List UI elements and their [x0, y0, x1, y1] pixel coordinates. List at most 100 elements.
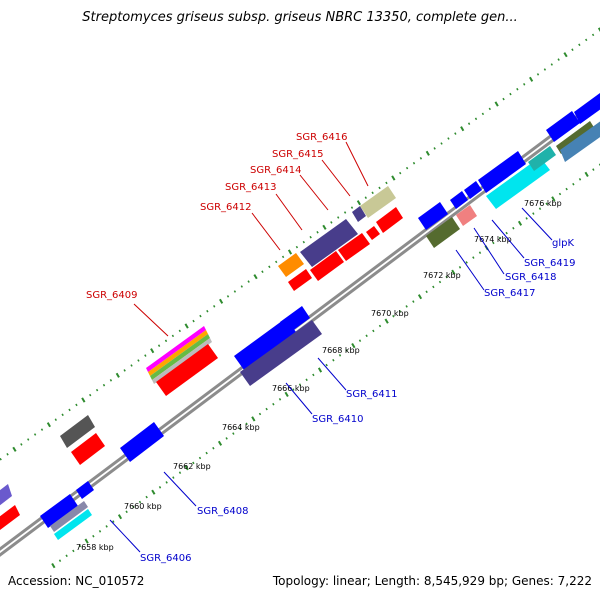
tick-label-7664: 7664 kbp: [222, 423, 260, 432]
gene-feature[interactable]: [560, 118, 600, 162]
track-tick: [205, 451, 208, 455]
track-tick: [225, 437, 228, 440]
track-tick: [12, 446, 17, 452]
gene-feature-sgr-6414[interactable]: [366, 226, 380, 240]
track-tick: [219, 298, 224, 304]
gene-label-sgr-6411[interactable]: SGR_6411: [346, 389, 398, 400]
gene-label-sgr-6416[interactable]: SGR_6416: [296, 132, 348, 143]
track-tick: [61, 413, 64, 417]
gene-label-sgr-6409[interactable]: SGR_6409: [86, 290, 138, 301]
gene-label-sgr-6415[interactable]: SGR_6415: [272, 149, 324, 160]
tick-labels: 7658 kbp 7660 kbp 7662 kbp 7664 kbp 7666…: [76, 199, 562, 552]
track-tick: [523, 83, 526, 86]
gene-feature[interactable]: [60, 415, 95, 448]
track-tick: [509, 92, 512, 96]
track-tick: [322, 224, 327, 230]
gene-feature[interactable]: [338, 233, 370, 261]
gene-feature-sgr-6410[interactable]: [240, 320, 322, 386]
gene-label-sgr-6408[interactable]: SGR_6408: [197, 506, 249, 517]
track-tick: [550, 63, 553, 66]
gene-feature-sgr-6412[interactable]: [278, 253, 304, 277]
track-tick: [145, 495, 148, 499]
track-tick: [451, 269, 456, 275]
gene-feature[interactable]: [450, 191, 468, 209]
gene-feature[interactable]: [288, 269, 312, 291]
gene-label-sgr-6410[interactable]: SGR_6410: [312, 414, 364, 425]
gene-feature-sgr-6409-c[interactable]: [150, 334, 210, 380]
track-tick: [233, 290, 237, 293]
gene-label-sgr-6418[interactable]: SGR_6418: [505, 272, 557, 283]
gene-feature-sgr-6409-d[interactable]: [152, 338, 212, 384]
track-tick: [516, 87, 519, 91]
gene-feature[interactable]: [464, 181, 482, 199]
gene-feature[interactable]: [50, 501, 88, 532]
gene-label-sgr-6406[interactable]: SGR_6406: [140, 553, 192, 564]
track-tick: [158, 486, 162, 489]
track-tick: [529, 76, 534, 82]
gene-feature[interactable]: [556, 121, 595, 154]
leader-line: [455, 249, 485, 291]
gene-feature-sgr-6409-a[interactable]: [146, 326, 206, 372]
track-tick: [378, 324, 382, 328]
track-tick: [89, 393, 92, 397]
track-tick: [525, 217, 528, 220]
track-tick: [350, 206, 354, 209]
track-tick: [371, 191, 374, 195]
track-tick: [172, 476, 175, 479]
gene-feature-sgr-6416[interactable]: [360, 186, 396, 218]
track-tick: [287, 249, 293, 255]
track-tick: [151, 489, 156, 495]
track-tick: [102, 383, 106, 387]
gene-label-sgr-6413[interactable]: SGR_6413: [225, 182, 277, 193]
gene-feature[interactable]: [418, 202, 448, 230]
leader-line: [285, 382, 313, 415]
track-tick: [217, 440, 223, 446]
track-tick: [364, 196, 367, 199]
track-tick: [112, 520, 115, 523]
gene-feature[interactable]: [71, 433, 105, 465]
gene-feature-sgr-6415[interactable]: [352, 206, 366, 222]
gene-label-sgr-6412[interactable]: SGR_6412: [200, 202, 252, 213]
tick-label-7662: 7662 kbp: [173, 462, 211, 471]
gene-label-sgr-6419[interactable]: SGR_6419: [524, 258, 576, 269]
track-tick: [472, 256, 475, 259]
track-tick: [572, 182, 575, 186]
gene-feature[interactable]: [310, 251, 344, 281]
gene-feature[interactable]: [376, 207, 403, 233]
track-tick: [192, 461, 195, 465]
gene-feature[interactable]: [478, 151, 526, 193]
track-tick: [372, 329, 375, 333]
gene-feature[interactable]: [546, 111, 580, 142]
track-tick: [0, 457, 2, 461]
track-tick: [253, 274, 258, 280]
track-tick: [338, 354, 342, 357]
gene-feature-sgr-6411[interactable]: [234, 318, 296, 370]
gene-feature-sgr-6413[interactable]: [300, 219, 358, 267]
track-tick: [385, 181, 388, 185]
gene-feature[interactable]: [0, 505, 20, 530]
track-tick: [532, 212, 535, 215]
track-tick: [571, 48, 574, 51]
gene-feature-sgr-6417[interactable]: [426, 217, 460, 248]
gene-feature[interactable]: [574, 93, 600, 124]
gene-feature-sgr-6406[interactable]: [40, 494, 78, 528]
tick-tracks: [0, 27, 600, 569]
track-tick: [458, 266, 462, 269]
gene-feature[interactable]: [0, 484, 12, 506]
gene-label-glpk[interactable]: glpK: [552, 238, 574, 249]
gene-feature[interactable]: [54, 509, 92, 540]
track-tick: [309, 235, 312, 239]
gene-label-sgr-6417[interactable]: SGR_6417: [484, 288, 536, 299]
track-tick: [585, 38, 588, 42]
gene-feature-sgr-6408[interactable]: [120, 422, 164, 462]
gene-label-sgr-6414[interactable]: SGR_6414: [250, 165, 302, 176]
gene-feature[interactable]: [280, 306, 310, 334]
features-upper-strand: [0, 186, 403, 530]
gene-feature-sgr-6409-b[interactable]: [148, 330, 208, 376]
gene-feature[interactable]: [76, 481, 94, 499]
track-tick: [245, 422, 248, 426]
gene-feature-sgr-6409-main[interactable]: [156, 344, 218, 396]
gene-feature-sgr-6418[interactable]: [456, 205, 477, 226]
gene-feature-sgr-6419[interactable]: [528, 146, 556, 171]
